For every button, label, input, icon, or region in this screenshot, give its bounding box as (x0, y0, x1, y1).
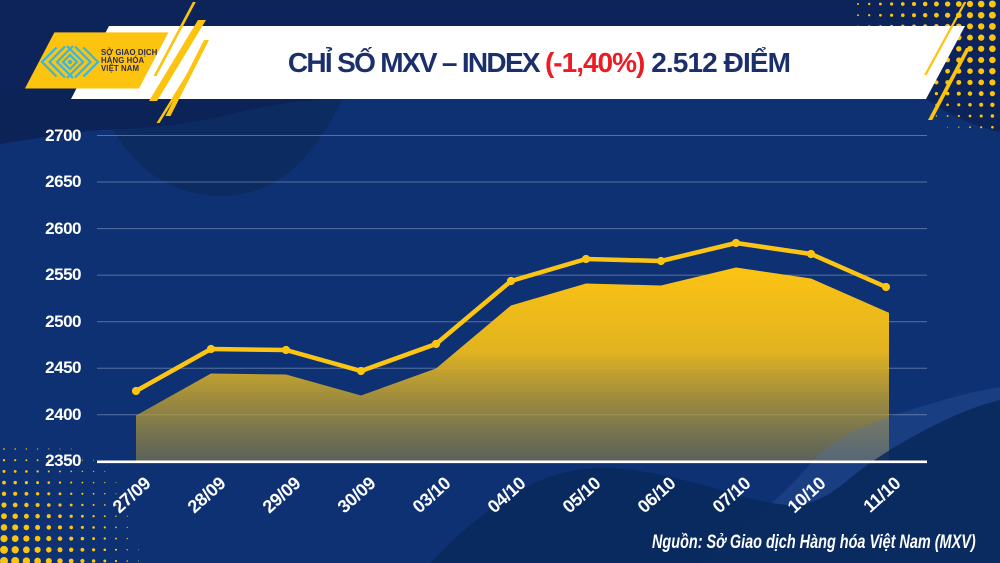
svg-text:28/09: 28/09 (184, 473, 230, 517)
svg-text:03/10: 03/10 (409, 473, 455, 517)
svg-text:30/09: 30/09 (334, 473, 380, 517)
svg-text:27/09: 27/09 (109, 473, 155, 517)
svg-text:29/09: 29/09 (259, 473, 305, 517)
